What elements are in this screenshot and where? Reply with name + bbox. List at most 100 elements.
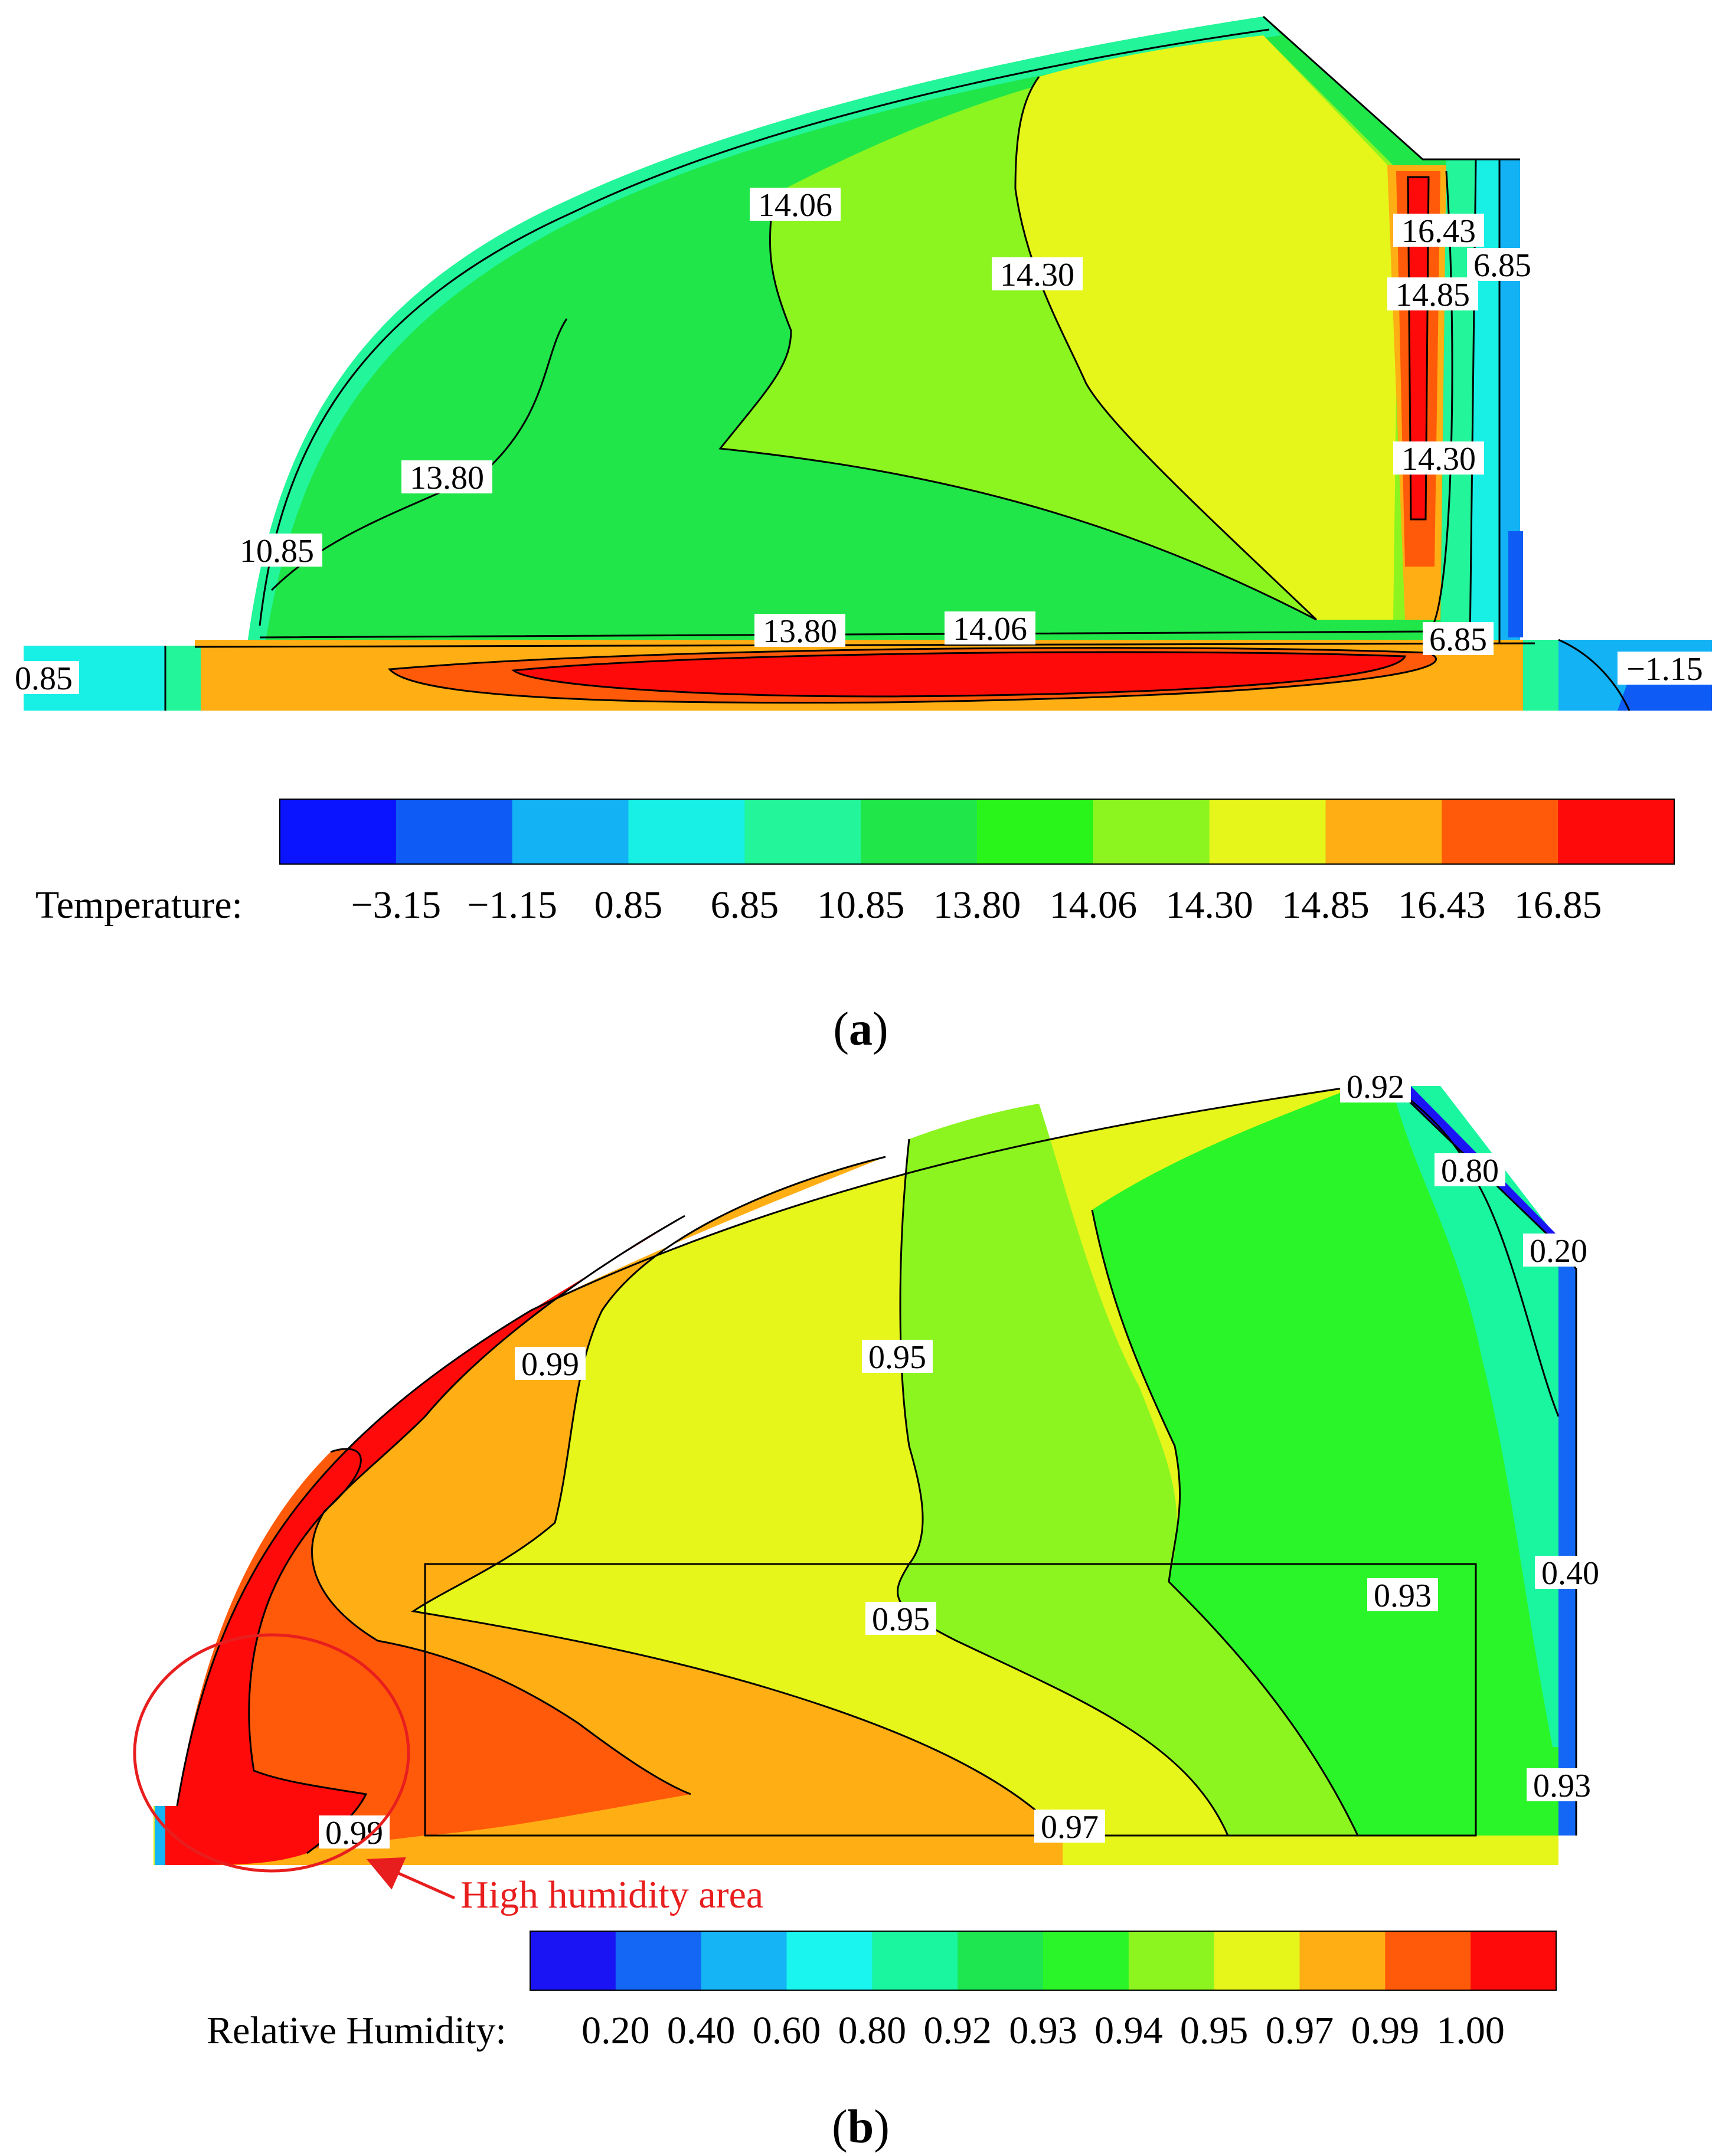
legend-tick-label: 0.99 bbox=[1351, 2009, 1420, 2052]
contour-label: 13.80 bbox=[401, 460, 492, 496]
contour-label: 0.93 bbox=[1367, 1578, 1438, 1614]
panel-b-humidity-plot: 0.92 0.80 0.20 0.99 0.95 0.40 0.95 0.93 … bbox=[133, 1069, 1606, 1916]
contour-label: 14.06 bbox=[945, 611, 1035, 647]
legend-tick-label: 0.85 bbox=[594, 884, 663, 927]
contour-label: 0.95 bbox=[865, 1601, 936, 1638]
high-humidity-highlight-circle bbox=[133, 1633, 410, 1873]
contour-label: 6.85 bbox=[1467, 247, 1538, 284]
humidity-zone-099 bbox=[177, 1448, 691, 1865]
legend-tick-label: 16.85 bbox=[1514, 884, 1602, 927]
humidity-floor-edge bbox=[155, 1806, 165, 1865]
svg-text:13.80: 13.80 bbox=[763, 613, 837, 650]
contour-line bbox=[259, 28, 1270, 626]
svg-text:13.80: 13.80 bbox=[410, 460, 484, 496]
contour-label: 6.85 bbox=[1423, 621, 1494, 658]
annotation-arrow bbox=[366, 1857, 456, 1900]
contour-line bbox=[1091, 1209, 1359, 1836]
legend-colorbar-border bbox=[279, 799, 1675, 865]
legend-tick-label: 13.80 bbox=[933, 884, 1021, 927]
svg-text:14.30: 14.30 bbox=[1401, 441, 1476, 477]
ground-cool-band-left bbox=[165, 646, 201, 711]
contour-label: 14.06 bbox=[750, 187, 841, 224]
contour-line bbox=[718, 194, 1317, 621]
contour-label: 0.20 bbox=[1523, 1233, 1594, 1270]
contour-label: 0.92 bbox=[1340, 1069, 1411, 1105]
legend-swatch bbox=[615, 1931, 702, 1990]
contour-label: 16.43 bbox=[1393, 213, 1484, 250]
legend-swatch bbox=[872, 1931, 958, 1990]
contour-label: 0.80 bbox=[1435, 1153, 1505, 1189]
svg-text:14.06: 14.06 bbox=[953, 611, 1027, 647]
svg-text:14.85: 14.85 bbox=[1396, 277, 1470, 313]
legend-tick-label: 0.92 bbox=[923, 2009, 992, 2052]
svg-text:10.85: 10.85 bbox=[240, 533, 314, 570]
legend-tick-label: 0.60 bbox=[753, 2009, 821, 2052]
svg-text:0.93: 0.93 bbox=[1533, 1768, 1591, 1804]
legend-swatch bbox=[1043, 1931, 1129, 1990]
humidity-zone-093 bbox=[1092, 1086, 1558, 1836]
contour-line bbox=[176, 1085, 1358, 1807]
svg-text:14.30: 14.30 bbox=[1000, 257, 1074, 293]
legend-swatch bbox=[786, 1931, 873, 1990]
greenhouse-warm-zone bbox=[1015, 35, 1399, 620]
legend-tick-labels: 0.20 0.40 0.60 0.80 0.92 0.93 0.94 0.95 0.97 0.99… bbox=[581, 2009, 1505, 2052]
contour-label: 14.85 bbox=[1387, 277, 1478, 313]
legend-swatch bbox=[1385, 1931, 1471, 1990]
panel-caption: (b) bbox=[832, 2101, 890, 2153]
humidity-legend: Relative Humidity: 0.20 0.40 0.60 0.80 0.92 0… bbox=[207, 1931, 1557, 2052]
ground-cool-band-right bbox=[1523, 640, 1558, 711]
legend-swatch bbox=[1093, 799, 1210, 864]
legend-tick-label: 0.40 bbox=[667, 2009, 736, 2052]
svg-text:0.20: 0.20 bbox=[1530, 1233, 1587, 1270]
svg-text:14.06: 14.06 bbox=[758, 187, 832, 224]
svg-text:0.93: 0.93 bbox=[1374, 1578, 1432, 1614]
legend-tick-label: 10.85 bbox=[817, 884, 905, 927]
legend-swatch bbox=[280, 799, 397, 864]
legend-tick-label: 0.80 bbox=[838, 2009, 907, 2052]
svg-text:0.95: 0.95 bbox=[868, 1339, 926, 1376]
legend-tick-label: 14.06 bbox=[1050, 884, 1138, 927]
region-of-interest-box bbox=[424, 1563, 1477, 1837]
contour-line bbox=[411, 1156, 1064, 1837]
svg-text:0.85: 0.85 bbox=[15, 660, 73, 697]
contour-line bbox=[248, 1215, 685, 1854]
contour-line bbox=[194, 642, 1535, 648]
contour-line bbox=[1014, 76, 1318, 621]
svg-text:0.99: 0.99 bbox=[521, 1346, 579, 1383]
contour-line bbox=[387, 647, 1437, 704]
legend-swatch bbox=[512, 799, 629, 864]
legend-tick-label: 0.94 bbox=[1094, 2009, 1163, 2052]
legend-tick-label: 0.97 bbox=[1266, 2009, 1334, 2052]
legend-swatch bbox=[1209, 799, 1326, 864]
contour-line bbox=[511, 651, 1407, 698]
legend-swatch bbox=[1558, 799, 1675, 864]
legend-tick-label: 0.95 bbox=[1180, 2009, 1249, 2052]
legend-swatch bbox=[1442, 799, 1558, 864]
panel-a-temperature-plot: 14.06 14.30 16.43 6.85 14.85 13.80 14.30… bbox=[8, 15, 1712, 711]
legend-swatch bbox=[861, 799, 978, 864]
legend-swatch bbox=[1299, 1931, 1386, 1990]
legend-swatch bbox=[744, 799, 861, 864]
legend-tick-label: 6.85 bbox=[711, 884, 779, 927]
annotation-label: High humidity area bbox=[460, 1873, 763, 1916]
contour-label: 13.80 bbox=[754, 613, 845, 650]
contour-label: 10.85 bbox=[231, 533, 322, 570]
contour-label: 0.93 bbox=[1527, 1768, 1597, 1804]
legend-swatch bbox=[1214, 1931, 1300, 1990]
wall-heat-core bbox=[1408, 177, 1429, 519]
svg-text:0.92: 0.92 bbox=[1347, 1069, 1404, 1105]
legend-tick-label: −3.15 bbox=[351, 884, 441, 927]
svg-text:6.85: 6.85 bbox=[1429, 621, 1487, 658]
legend-swatch bbox=[530, 1931, 616, 1990]
humidity-wall-edge bbox=[1553, 1239, 1576, 1836]
contour-label: 14.30 bbox=[992, 257, 1083, 293]
legend-swatch bbox=[701, 1931, 787, 1990]
legend-title: Temperature: bbox=[35, 884, 243, 927]
humidity-zone-100 bbox=[156, 1216, 685, 1865]
greenhouse-cool-edge bbox=[248, 17, 1281, 640]
contour-line bbox=[1393, 1085, 1560, 1417]
legend-swatch bbox=[1128, 1931, 1215, 1990]
legend-tick-label: 1.00 bbox=[1436, 2009, 1505, 2052]
legend-tick-label: 0.20 bbox=[581, 2009, 650, 2052]
